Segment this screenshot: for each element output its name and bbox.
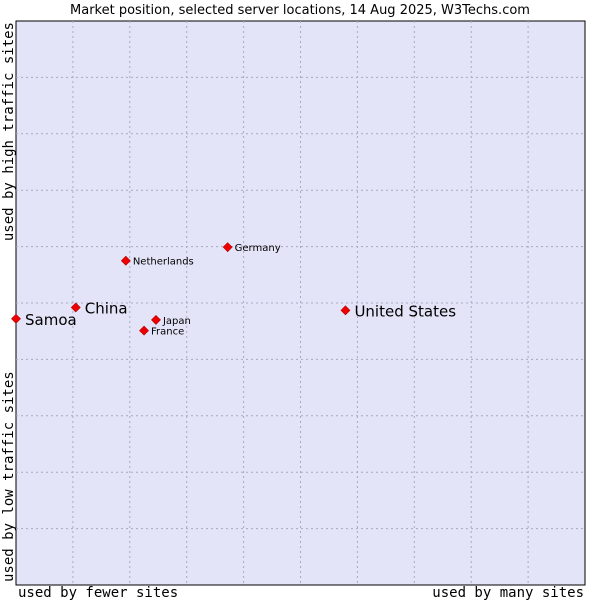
data-label-japan: Japan — [162, 316, 191, 327]
chart-title: Market position, selected server locatio… — [70, 3, 530, 18]
x-axis-label-left: used by fewer sites — [18, 585, 178, 600]
data-point-japan[interactable] — [151, 314, 161, 325]
data-point-france[interactable] — [139, 325, 149, 336]
data-point-samoa[interactable] — [11, 313, 21, 324]
data-point-united-states[interactable] — [340, 305, 351, 316]
grid-lines — [16, 21, 585, 585]
y-axis-label-top: used by high traffic sites — [1, 22, 17, 241]
data-point-netherlands[interactable] — [120, 255, 131, 266]
data-label-netherlands: Netherlands — [133, 257, 194, 268]
data-label-china: China — [85, 300, 128, 318]
data-label-france: France — [151, 327, 184, 338]
x-axis-label-right: used by many sites — [432, 585, 584, 600]
data-label-united-states: United States — [354, 302, 456, 320]
data-label-germany: Germany — [235, 243, 281, 254]
data-point-china[interactable] — [70, 302, 81, 313]
data-point-germany[interactable] — [222, 242, 233, 253]
data-label-samoa: Samoa — [25, 311, 77, 329]
y-axis-label-bottom: used by low traffic sites — [1, 371, 17, 582]
